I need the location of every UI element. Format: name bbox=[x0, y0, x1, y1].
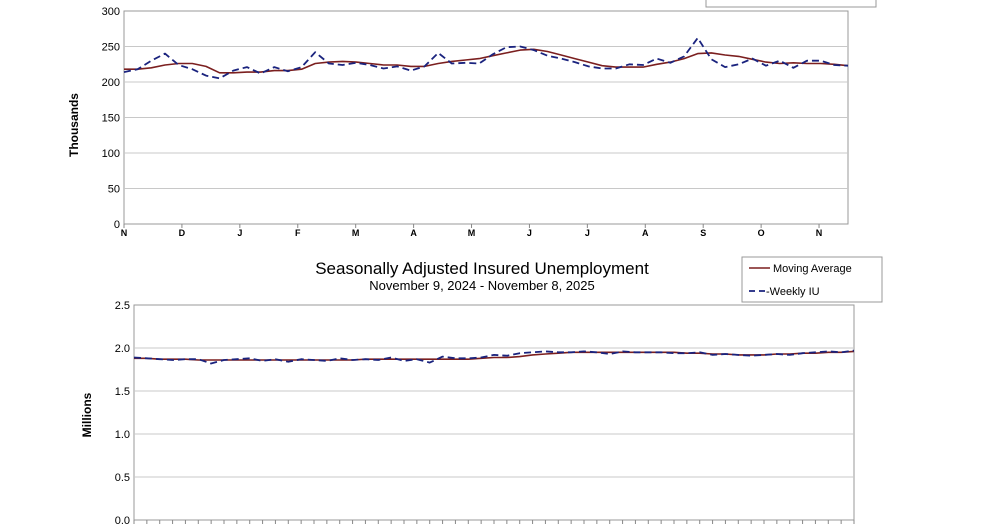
bottom-y-tick-label: 1.0 bbox=[115, 429, 130, 441]
bottom-y-axis-label: Millions bbox=[80, 392, 94, 437]
bottom-chart-subtitle: November 9, 2024 - November 8, 2025 bbox=[369, 278, 594, 293]
top-x-tick-label: J bbox=[237, 228, 242, 238]
bottom-gridlines bbox=[134, 347, 854, 478]
top-series-line-weekly bbox=[123, 37, 849, 80]
top-y-axis-label: Thousands bbox=[67, 93, 81, 157]
top-y-tick-label: 150 bbox=[102, 113, 120, 125]
top-x-tick-label: N bbox=[121, 228, 128, 238]
bottom-legend: Moving Average -Weekly IU bbox=[741, 256, 883, 303]
bottom-series-lines bbox=[133, 349, 855, 365]
bottom-y-tick-labels: 0.0 0.5 1.0 1.5 2.0 2.5 bbox=[115, 300, 130, 524]
top-x-tick-label: D bbox=[179, 228, 186, 238]
initial-claims-chart: 0 50 100 150 200 250 300 N D J F M A M J J A S O N Thousan… bbox=[67, 0, 877, 238]
top-y-tick-label: 50 bbox=[108, 184, 120, 196]
top-x-tick-label: J bbox=[527, 228, 532, 238]
legend-box bbox=[741, 256, 883, 303]
top-x-tick-label: M bbox=[352, 228, 360, 238]
top-y-tick-label: 0 bbox=[114, 219, 120, 231]
top-x-tick-label: S bbox=[700, 228, 706, 238]
bottom-x-tick-marks bbox=[133, 520, 855, 524]
legend-label-moving-average: Moving Average bbox=[773, 263, 852, 275]
insured-unemployment-chart: Seasonally Adjusted Insured Unemployment… bbox=[80, 256, 883, 524]
top-y-tick-label: 250 bbox=[102, 42, 120, 54]
top-x-tick-label: F bbox=[295, 228, 301, 238]
top-x-tick-label: N bbox=[816, 228, 823, 238]
top-x-tick-label: O bbox=[758, 228, 765, 238]
bottom-chart-title: Seasonally Adjusted Insured Unemployment bbox=[315, 259, 649, 278]
top-series-lines bbox=[123, 37, 849, 80]
bottom-y-tick-label: 0.0 bbox=[115, 515, 130, 524]
legend-label-weekly-iu: -Weekly IU bbox=[766, 286, 820, 298]
top-x-tick-label: A bbox=[642, 228, 649, 238]
bottom-y-tick-label: 2.0 bbox=[115, 343, 130, 355]
top-series-line-moving-average bbox=[124, 48, 849, 74]
top-x-tick-label: M bbox=[468, 228, 476, 238]
top-x-tick-label: A bbox=[410, 228, 417, 238]
top-y-tick-labels: 0 50 100 150 200 250 300 bbox=[102, 6, 120, 231]
bottom-y-tick-label: 1.5 bbox=[115, 386, 130, 398]
bottom-y-tick-label: 0.5 bbox=[115, 472, 130, 484]
top-legend-box bbox=[705, 0, 877, 8]
top-x-tick-label: J bbox=[585, 228, 590, 238]
top-y-tick-label: 100 bbox=[102, 148, 120, 160]
top-y-tick-label: 300 bbox=[102, 6, 120, 18]
bottom-y-tick-label: 2.5 bbox=[115, 300, 130, 312]
bottom-plot-area bbox=[133, 304, 855, 521]
top-y-tick-label: 200 bbox=[102, 77, 120, 89]
top-gridlines bbox=[124, 46, 848, 189]
bottom-series-line-weekly bbox=[133, 349, 855, 365]
